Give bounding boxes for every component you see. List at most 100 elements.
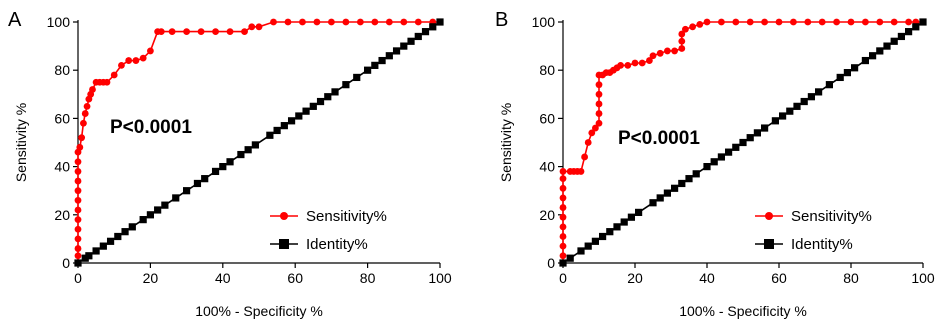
y-tick-label: 60 bbox=[539, 110, 555, 126]
data-point-circle bbox=[664, 47, 671, 55]
data-point-circle bbox=[139, 54, 147, 62]
data-point-circle bbox=[595, 110, 603, 117]
data-point-circle bbox=[118, 61, 125, 69]
legend-marker-square bbox=[279, 239, 289, 249]
x-tick-label: 0 bbox=[559, 270, 567, 286]
x-tick-label: 20 bbox=[627, 270, 643, 286]
data-point-square bbox=[92, 247, 100, 255]
data-point-square bbox=[584, 242, 592, 250]
data-point-circle bbox=[313, 18, 321, 26]
data-point-square bbox=[353, 73, 361, 82]
data-point-circle bbox=[595, 81, 603, 89]
data-point-square bbox=[663, 189, 671, 197]
legend-label: Identity% bbox=[791, 236, 853, 253]
data-point-circle bbox=[255, 23, 263, 31]
data-point-square bbox=[739, 138, 747, 147]
data-point-square bbox=[414, 32, 422, 41]
y-tick-label: 20 bbox=[539, 207, 555, 223]
data-point-square bbox=[861, 56, 869, 65]
data-point-square bbox=[559, 259, 567, 267]
data-point-circle bbox=[74, 177, 82, 185]
data-point-circle bbox=[226, 28, 234, 36]
data-point-circle bbox=[559, 252, 567, 260]
data-point-circle bbox=[559, 168, 567, 175]
data-point-circle bbox=[284, 18, 292, 26]
legend-marker-circle bbox=[280, 212, 288, 220]
y-tick-label: 40 bbox=[54, 159, 70, 175]
data-point-square bbox=[912, 23, 920, 31]
x-tick-label: 40 bbox=[215, 270, 231, 286]
data-point-square bbox=[392, 47, 401, 55]
data-point-square bbox=[656, 194, 664, 202]
data-point-square bbox=[378, 56, 386, 65]
data-point-circle bbox=[595, 119, 603, 127]
data-point-square bbox=[436, 18, 444, 26]
data-point-circle bbox=[559, 223, 567, 231]
data-point-square bbox=[211, 167, 220, 176]
data-point-square bbox=[825, 81, 833, 89]
data-point-circle bbox=[671, 47, 678, 55]
chart-panel-a: A 0 20 40 60 80 100 0 20 40 60 80 100 100% - Specific… bbox=[8, 9, 452, 319]
y-tick-label: 80 bbox=[539, 62, 555, 78]
x-tick-label: 20 bbox=[143, 270, 159, 286]
x-tick-label: 80 bbox=[843, 270, 859, 286]
data-point-square bbox=[331, 88, 339, 96]
data-point-square bbox=[309, 102, 317, 110]
data-point-circle bbox=[74, 235, 82, 243]
data-point-square bbox=[606, 228, 614, 236]
data-point-square bbox=[851, 64, 859, 72]
y-tick-label: 20 bbox=[54, 207, 70, 223]
data-point-circle bbox=[678, 45, 686, 52]
data-point-square bbox=[99, 242, 107, 250]
data-point-square bbox=[815, 88, 823, 96]
data-point-square bbox=[287, 117, 296, 125]
data-point-circle bbox=[89, 86, 96, 93]
data-point-square bbox=[577, 247, 585, 255]
data-point-square bbox=[919, 18, 927, 26]
data-point-square bbox=[121, 228, 129, 236]
panel-letter: B bbox=[495, 9, 508, 31]
x-tick-label: 40 bbox=[699, 270, 715, 286]
data-point-circle bbox=[581, 153, 588, 161]
legend-item-sensitivity: Sensitivity% bbox=[270, 208, 387, 225]
data-point-square bbox=[219, 163, 227, 171]
data-point-circle bbox=[125, 57, 133, 64]
data-point-circle bbox=[876, 18, 884, 26]
legend-label: Sensitivity% bbox=[791, 208, 872, 225]
data-point-square bbox=[746, 134, 754, 142]
legend-marker-square bbox=[764, 239, 774, 249]
data-point-circle bbox=[157, 28, 165, 36]
data-point-circle bbox=[559, 242, 567, 250]
data-point-circle bbox=[132, 57, 140, 64]
data-point-square bbox=[692, 170, 700, 178]
data-point-circle bbox=[559, 175, 567, 183]
data-point-circle bbox=[356, 18, 364, 26]
data-point-circle bbox=[74, 245, 82, 252]
data-point-circle bbox=[790, 18, 797, 26]
data-point-square bbox=[114, 232, 122, 241]
data-point-square bbox=[273, 126, 281, 135]
legend-item-identity: Identity% bbox=[755, 236, 853, 253]
data-point-square bbox=[869, 52, 877, 60]
data-point-circle bbox=[682, 25, 689, 33]
data-point-square bbox=[599, 232, 607, 241]
data-point-square bbox=[251, 141, 259, 149]
data-point-circle bbox=[718, 18, 725, 26]
data-point-square bbox=[786, 107, 794, 115]
data-point-circle bbox=[595, 90, 603, 98]
data-point-square bbox=[703, 163, 711, 171]
data-point-square bbox=[761, 124, 769, 132]
data-point-square bbox=[316, 97, 325, 106]
data-point-square bbox=[385, 52, 393, 60]
data-point-square bbox=[342, 81, 350, 89]
data-point-circle bbox=[74, 216, 82, 224]
y-tick-label: 60 bbox=[54, 110, 70, 126]
x-tick-label: 60 bbox=[287, 270, 303, 286]
y-tick-label: 0 bbox=[547, 255, 555, 271]
data-point-circle bbox=[833, 18, 840, 26]
data-point-circle bbox=[81, 110, 89, 117]
data-point-circle bbox=[328, 18, 335, 26]
data-point-circle bbox=[732, 18, 740, 26]
data-point-circle bbox=[746, 18, 754, 26]
